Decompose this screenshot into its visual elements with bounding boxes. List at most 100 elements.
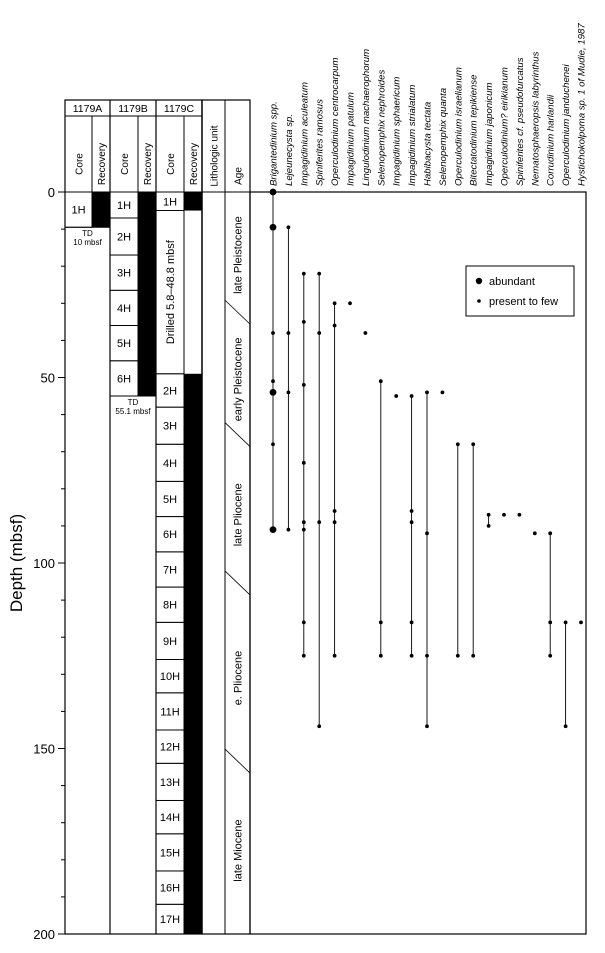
- core-label-15H: 15H: [160, 847, 180, 859]
- present-marker: [301, 527, 306, 532]
- taxon-name: Operculodinium israelianum: [453, 67, 464, 186]
- core-label-17H: 17H: [160, 914, 180, 926]
- taxon-name: Bitectatodinium tepikiense: [469, 75, 480, 186]
- present-marker: [363, 331, 368, 335]
- drilled-interval: [155, 210, 185, 375]
- present-marker: [286, 225, 291, 230]
- age-label: late Pleistocene: [233, 216, 245, 294]
- present-marker: [563, 620, 568, 625]
- recovery-header: Recovery: [143, 143, 154, 185]
- present-marker: [440, 390, 445, 395]
- taxon-name: Impagidinium patulum: [346, 92, 357, 186]
- td-label: TD: [82, 229, 93, 238]
- td-depth-label: 10 mbsf: [73, 238, 102, 247]
- taxon-name: Corrudinium harlandii: [546, 94, 557, 186]
- present-marker: [409, 509, 414, 513]
- taxon-name: Brigantedinium spp.: [269, 101, 280, 186]
- taxon-name: Operculodinium? eirikianum: [500, 67, 511, 186]
- depth-tick-label: 50: [41, 371, 55, 386]
- core-label-1H: 1H: [71, 205, 85, 217]
- present-marker: [301, 653, 306, 658]
- present-marker: [486, 524, 491, 528]
- core-label-14H: 14H: [160, 812, 180, 824]
- present-marker: [271, 442, 275, 447]
- taxa-plot: Brigantedinium spp. Lejeunecysta sp. Impag…: [249, 23, 588, 935]
- taxon-name: Lejeunecysta sp.: [284, 114, 295, 186]
- depth-tick-label: 0: [48, 185, 55, 200]
- legend-abundant-label: abundant: [489, 276, 535, 288]
- taxon-name: Nematosphaeropsis labyrinthus: [530, 51, 541, 186]
- taxon-name: Spiniferites ramosus: [315, 99, 326, 186]
- legend-present-label: present to few: [489, 296, 558, 308]
- core-label-2H: 2H: [117, 232, 131, 244]
- td-depth-label: 55.1 mbsf: [115, 407, 151, 416]
- present-marker: [409, 620, 414, 625]
- present-marker: [455, 442, 460, 447]
- core-label-3H: 3H: [117, 268, 131, 280]
- core-header: Core: [166, 153, 177, 175]
- abundant-marker: [269, 526, 277, 534]
- present-marker: [378, 379, 383, 384]
- present-marker: [455, 653, 460, 658]
- core-label-6H: 6H: [117, 373, 131, 385]
- present-marker: [532, 531, 537, 536]
- recovery-header: Recovery: [189, 143, 200, 185]
- present-marker: [301, 383, 306, 387]
- legend-abundant-marker: [475, 277, 483, 285]
- taxon-name: Operculodinium centrocarpum: [330, 57, 341, 186]
- present-marker: [425, 531, 429, 536]
- taxon-name: Impagidinium strialatum: [407, 85, 418, 186]
- depth-axis: Depth (mbsf) 0 50 100 150 200: [7, 185, 66, 942]
- taxon-name: Lingulodinium machaerophorum: [361, 49, 372, 186]
- taxon-name: Selenopemphix nephroides: [376, 70, 387, 186]
- core-label-10H: 10H: [160, 671, 180, 683]
- td-label: TD: [128, 398, 139, 407]
- present-marker: [301, 319, 306, 324]
- present-marker: [378, 620, 383, 625]
- taxon-name: Selenopemphix quanta: [438, 88, 449, 186]
- present-marker: [332, 520, 337, 525]
- core-label-12H: 12H: [160, 742, 180, 754]
- core-label-13H: 13H: [160, 777, 180, 789]
- core-label-1H: 1H: [117, 200, 131, 212]
- age-boundary: [224, 299, 251, 325]
- present-marker: [286, 527, 291, 532]
- present-marker: [394, 394, 399, 398]
- present-marker: [425, 390, 429, 395]
- taxon-name: Hystichokolpoma sp. 1 of Mudie, 1987: [577, 23, 588, 186]
- recovery-bar: [184, 192, 202, 211]
- present-marker: [502, 512, 506, 517]
- present-marker: [286, 331, 291, 335]
- abundant-marker: [269, 188, 277, 196]
- core-label-4H: 4H: [117, 303, 131, 315]
- present-marker: [579, 620, 583, 625]
- core-label-16H: 16H: [160, 883, 180, 895]
- hole-name-1179C: 1179C: [164, 103, 195, 115]
- present-marker: [317, 520, 322, 525]
- present-marker: [332, 509, 337, 513]
- age-label: early Pleistocene: [233, 337, 245, 421]
- present-marker: [332, 653, 337, 658]
- core-box: [155, 903, 185, 935]
- depth-tick-label: 100: [33, 556, 55, 571]
- core-label-4H: 4H: [163, 458, 177, 470]
- taxon-name: Habibacysta tectata: [423, 102, 434, 186]
- present-marker: [332, 323, 337, 328]
- age-boundary: [224, 422, 251, 447]
- recovery-bar: [92, 192, 110, 228]
- present-marker: [301, 460, 306, 465]
- hole-name-1179B: 1179B: [118, 103, 148, 115]
- core-header: Core: [120, 153, 131, 175]
- abundant-marker: [269, 388, 277, 396]
- present-marker: [301, 520, 306, 525]
- plot-frame: [249, 191, 587, 935]
- present-marker: [332, 301, 337, 306]
- age-header: Age: [234, 167, 245, 185]
- present-marker: [348, 301, 352, 306]
- age-boundary: [224, 748, 251, 774]
- taxon-name: Impagidinium aculeatum: [299, 82, 310, 186]
- present-marker: [548, 653, 553, 658]
- present-marker: [271, 331, 275, 335]
